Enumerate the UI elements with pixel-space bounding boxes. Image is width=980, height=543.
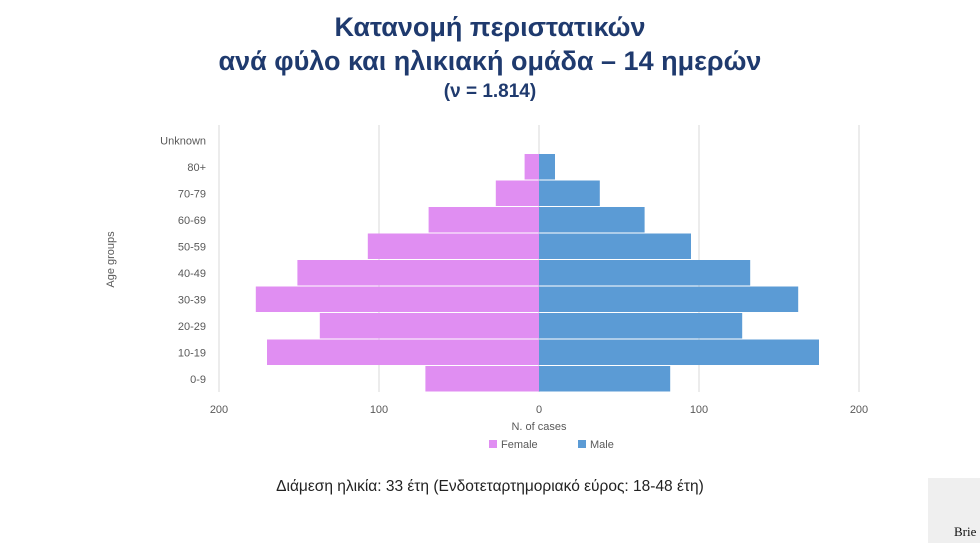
bar-female-10-19 bbox=[267, 339, 539, 365]
corner-panel bbox=[928, 478, 980, 543]
chart-subtitle: (ν = 1.814) bbox=[443, 81, 537, 102]
bar-male-70-79 bbox=[539, 180, 600, 206]
bar-male-0-9 bbox=[539, 366, 671, 392]
bar-male-20-29 bbox=[539, 313, 743, 339]
legend-swatch-male bbox=[578, 440, 586, 448]
y-tick-label-60-69: 60-69 bbox=[178, 215, 206, 227]
y-tick-label-50-59: 50-59 bbox=[178, 241, 206, 253]
chart-title-line2: ανά φύλο και ηλικιακή ομάδα – 14 ημερών bbox=[218, 46, 762, 76]
y-tick-label-Unknown: Unknown bbox=[160, 135, 206, 147]
chart-title-block: Κατανομή περιστατικών ανά φύλο και ηλικι… bbox=[0, 10, 980, 104]
legend-label-female: Female bbox=[501, 439, 538, 451]
chart-title-line1: Κατανομή περιστατικών bbox=[334, 12, 646, 42]
bar-female-70-79 bbox=[495, 180, 539, 206]
population-pyramid-chart: 0-9 10-19 20-29 30-39 40-49 50-59 60-69 70-79 80… bbox=[105, 125, 868, 451]
x-tick-label-1: 100 bbox=[370, 404, 388, 416]
bar-male-10-19 bbox=[539, 339, 819, 365]
bar-female-60-69 bbox=[428, 207, 539, 233]
bar-male-50-59 bbox=[539, 233, 691, 259]
median-age-note: Διάμεση ηλικία: 33 έτη (Ενδοτεταρτημορια… bbox=[276, 478, 704, 495]
bar-male-40-49 bbox=[539, 260, 751, 286]
corner-label: Brie bbox=[954, 524, 977, 539]
bar-male-80+ bbox=[539, 154, 555, 180]
x-tick-label-0: 200 bbox=[210, 404, 228, 416]
y-tick-label-80+: 80+ bbox=[187, 162, 206, 174]
bar-female-80+ bbox=[524, 154, 539, 180]
bar-male-30-39 bbox=[539, 286, 799, 312]
bar-female-30-39 bbox=[255, 286, 540, 312]
legend-label-male: Male bbox=[590, 439, 614, 451]
bar-male-60-69 bbox=[539, 207, 645, 233]
bar-female-50-59 bbox=[367, 233, 539, 259]
x-tick-label-3: 100 bbox=[690, 404, 708, 416]
x-tick-label-2: 0 bbox=[536, 404, 542, 416]
bar-female-0-9 bbox=[425, 366, 539, 392]
legend-swatch-female bbox=[489, 440, 497, 448]
y-axis-title: Age groups bbox=[105, 231, 117, 288]
y-tick-label-0-9: 0-9 bbox=[190, 374, 206, 386]
bar-female-40-49 bbox=[297, 260, 539, 286]
y-tick-label-40-49: 40-49 bbox=[178, 268, 206, 280]
y-tick-label-70-79: 70-79 bbox=[178, 188, 206, 200]
x-tick-label-4: 200 bbox=[850, 404, 868, 416]
y-tick-label-20-29: 20-29 bbox=[178, 321, 206, 333]
y-tick-label-30-39: 30-39 bbox=[178, 294, 206, 306]
x-axis-title: N. of cases bbox=[511, 421, 567, 433]
y-tick-label-10-19: 10-19 bbox=[178, 347, 206, 359]
bar-female-20-29 bbox=[319, 313, 539, 339]
